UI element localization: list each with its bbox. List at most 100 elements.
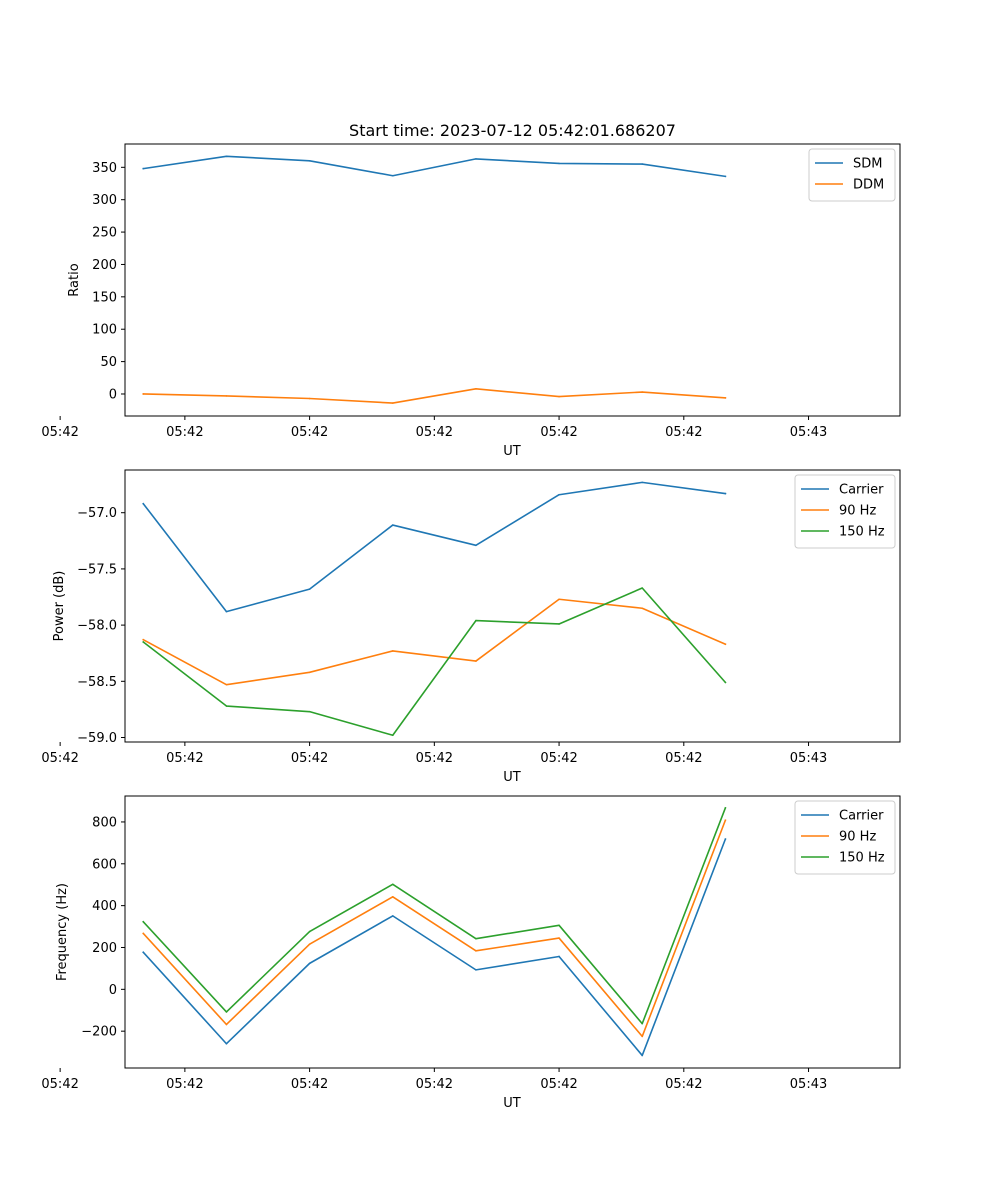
ratio-legend-label: SDM — [853, 157, 882, 172]
frequency-ytick-label: −200 — [81, 1025, 117, 1040]
ratio-xaxis-label: UT — [503, 444, 521, 459]
power-xtick-label: 05:43 — [790, 751, 827, 766]
ratio-xtick-label: 05:42 — [665, 425, 702, 440]
frequency-data-point — [142, 932, 145, 935]
power-legend-label: 150 Hz — [839, 525, 885, 540]
ratio-ytick-label: 0 — [109, 387, 117, 402]
power-data-point — [142, 638, 145, 641]
frequency-xtick-label: 05:42 — [166, 1077, 203, 1092]
power-legend-box — [794, 474, 896, 549]
ratio-panel: 05:42 05:42 05:42 05:42 05:42 05:42 05:43 0 50 10… — [41, 143, 901, 459]
power-data-point — [641, 481, 644, 484]
frequency-legend-label: 90 Hz — [839, 830, 876, 845]
ratio-plot-area — [124, 143, 901, 417]
frequency-xtick-label: 05:42 — [291, 1077, 328, 1092]
power-data-point — [558, 598, 560, 601]
ratio-xtick-label: 05:42 — [540, 425, 577, 440]
ratio-legend-label: DDM — [853, 178, 884, 193]
frequency-xtick-label: 05:43 — [790, 1077, 827, 1092]
frequency-ytick-label: 400 — [92, 899, 117, 914]
ratio-data-point — [475, 158, 477, 160]
ratio-data-point — [308, 397, 311, 400]
ratio-data-point — [475, 388, 477, 390]
ratio-data-point — [641, 163, 644, 165]
power-data-point — [724, 492, 727, 495]
power-series-line-90-hz — [142, 598, 727, 686]
ratio-ytick-label: 350 — [92, 161, 117, 176]
power-legend-label: Carrier — [839, 483, 884, 498]
frequency-xtick-label: 05:42 — [540, 1077, 577, 1092]
frequency-ytick-label: 200 — [92, 941, 117, 956]
ratio-data-point — [391, 174, 394, 177]
frequency-data-point — [558, 937, 560, 939]
ratio-ytick-label: 200 — [92, 258, 117, 273]
ratio-series-line-sdm — [142, 155, 727, 178]
chart-title: Start time: 2023-07-12 05:42:01.686207 — [349, 121, 676, 140]
frequency-data-point — [142, 920, 145, 923]
power-ytick-label: −58.0 — [77, 619, 117, 634]
power-xtick-label: 05:42 — [540, 751, 577, 766]
power-data-point — [558, 493, 560, 496]
frequency-data-point — [641, 1022, 644, 1025]
power-plot-area — [124, 469, 901, 743]
frequency-series-line-150-hz — [142, 806, 727, 1025]
power-legend-label: 90 Hz — [839, 504, 876, 519]
ratio-xtick-label: 05:42 — [166, 425, 203, 440]
power-data-point — [225, 610, 228, 613]
power-xaxis-label: UT — [503, 770, 521, 785]
power-ytick-label: −59.0 — [77, 731, 117, 746]
frequency-ytick-label: 0 — [109, 983, 117, 998]
frequency-ytick-label: 600 — [92, 857, 117, 872]
power-data-point — [308, 710, 311, 713]
frequency-xtick-label: 05:42 — [416, 1077, 453, 1092]
frequency-legend: Carrier 90 Hz 150 Hz — [794, 800, 896, 875]
power-data-point — [391, 650, 394, 652]
power-data-point — [724, 681, 727, 684]
power-data-point — [475, 619, 477, 622]
frequency-plot-area — [124, 795, 901, 1069]
ratio-data-point — [142, 393, 145, 395]
frequency-data-point — [724, 838, 727, 840]
ratio-legend-box — [808, 148, 896, 202]
frequency-data-point — [475, 937, 477, 940]
power-ytick-label: −57.0 — [77, 506, 117, 521]
frequency-xtick-label: 05:42 — [665, 1077, 702, 1092]
ratio-data-point — [724, 175, 727, 178]
ratio-data-point — [225, 155, 228, 158]
frequency-data-point — [391, 883, 394, 886]
power-data-point — [142, 641, 145, 643]
ratio-data-point — [558, 162, 560, 165]
ratio-xtick-label: 05:42 — [41, 425, 78, 440]
power-data-point — [641, 607, 644, 610]
ratio-xtick-label: 05:42 — [291, 425, 328, 440]
power-yaxis-label: Power (dB) — [52, 571, 67, 642]
frequency-data-point — [558, 924, 560, 927]
power-data-point — [225, 705, 228, 707]
frequency-panel: 05:42 05:42 05:42 05:42 05:42 05:42 05:43 −200 0… — [41, 795, 901, 1111]
frequency-data-point — [475, 969, 477, 971]
ratio-data-point — [142, 167, 145, 170]
power-data-point — [225, 683, 228, 686]
frequency-data-point — [391, 896, 394, 898]
frequency-data-point — [641, 1054, 644, 1057]
power-data-point — [391, 734, 394, 737]
ratio-xtick-label: 05:43 — [790, 425, 827, 440]
frequency-data-point — [724, 819, 727, 822]
frequency-data-point — [391, 915, 394, 917]
power-data-point — [558, 623, 560, 625]
ratio-data-point — [641, 391, 644, 393]
power-data-point — [308, 671, 311, 674]
frequency-xtick-label: 05:42 — [41, 1077, 78, 1092]
ratio-ytick-label: 150 — [92, 290, 117, 305]
frequency-data-point — [724, 807, 727, 809]
frequency-data-point — [225, 1023, 228, 1026]
frequency-legend-label: 150 Hz — [839, 851, 885, 866]
frequency-data-point — [225, 1042, 228, 1045]
frequency-data-point — [558, 955, 560, 958]
frequency-data-point — [142, 951, 145, 954]
frequency-xaxis-label: UT — [503, 1096, 521, 1111]
frequency-data-point — [475, 950, 477, 952]
power-data-point — [724, 643, 727, 646]
power-series-line-carrier — [142, 481, 727, 613]
power-data-point — [142, 502, 145, 505]
